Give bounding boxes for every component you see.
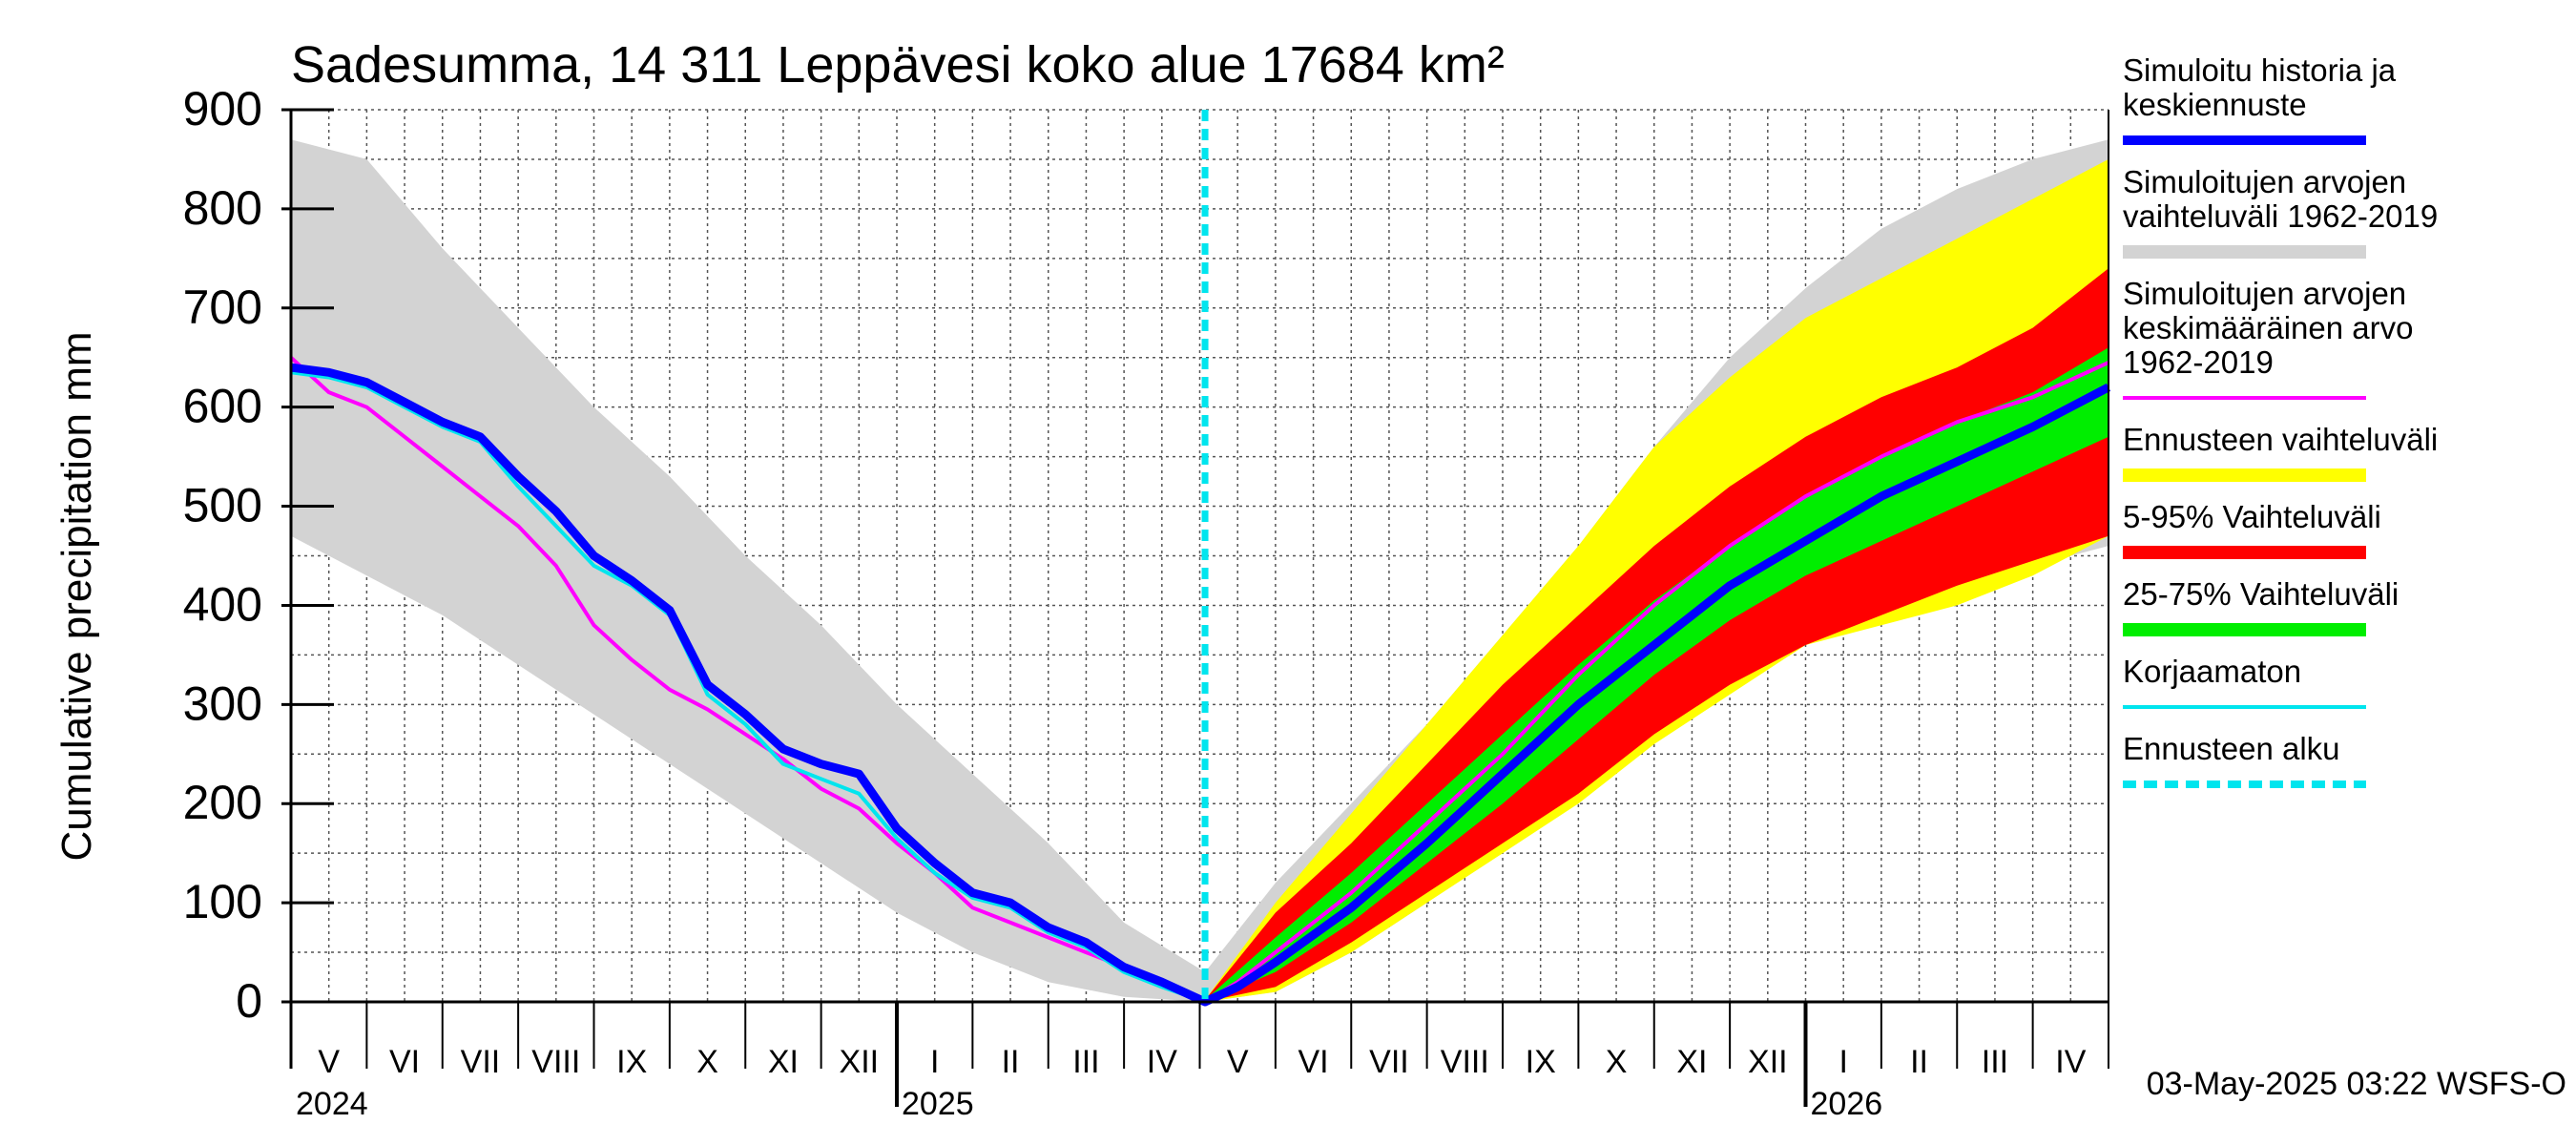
- month-label: IX: [1526, 1044, 1556, 1080]
- legend-label: Simuloitu historia ja: [2123, 52, 2397, 88]
- month-label: IV: [2055, 1044, 2086, 1080]
- month-label: XII: [840, 1044, 880, 1080]
- legend-label: Simuloitujen arvojen: [2123, 164, 2406, 199]
- month-label: VI: [1298, 1044, 1329, 1080]
- y-tick-label: 600: [183, 380, 262, 433]
- y-tick-label: 400: [183, 577, 262, 631]
- month-label: I: [1839, 1044, 1847, 1080]
- month-label: XII: [1748, 1044, 1788, 1080]
- legend-label: 25-75% Vaihteluväli: [2123, 576, 2399, 612]
- month-label: II: [1002, 1044, 1020, 1080]
- month-label: V: [1227, 1044, 1249, 1080]
- year-label: 2024: [296, 1086, 368, 1122]
- month-label: VII: [461, 1044, 501, 1080]
- y-tick-label: 0: [236, 974, 262, 1028]
- legend-label: Ennusteen alku: [2123, 731, 2340, 766]
- month-label: VIII: [531, 1044, 580, 1080]
- y-tick-label: 100: [183, 875, 262, 928]
- chart-title: Sadesumma, 14 311 Leppävesi koko alue 17…: [291, 36, 1505, 94]
- month-label: IV: [1147, 1044, 1177, 1080]
- legend-label: 5-95% Vaihteluväli: [2123, 499, 2381, 534]
- year-label: 2025: [902, 1086, 974, 1122]
- legend-label: Ennusteen vaihteluväli: [2123, 422, 2438, 457]
- line-korjaamaton: [290, 370, 1206, 1004]
- month-label: VI: [389, 1044, 420, 1080]
- y-tick-label: 800: [183, 181, 262, 235]
- y-tick-label: 500: [183, 479, 262, 532]
- legend-label: keskimääräinen arvo: [2123, 310, 2413, 345]
- legend-label: keskiennuste: [2123, 87, 2307, 122]
- month-label: VIII: [1441, 1044, 1489, 1080]
- month-label: X: [696, 1044, 718, 1080]
- band-simuloitujen-arvojen-vaihteluv-li-1962-2019: [291, 139, 2109, 1002]
- line-simuloitu-historia-ja-keskiennuste: [290, 363, 2111, 1007]
- legend-label: Simuloitujen arvojen: [2123, 276, 2406, 311]
- month-label: II: [1910, 1044, 1928, 1080]
- legend-label: 1962-2019: [2123, 344, 2274, 380]
- y-tick-label: 700: [183, 281, 262, 334]
- line-simuloitujen-arvojen-keskim-r-inen-arvo-1962-2019: [289, 356, 2109, 1004]
- month-label: IX: [616, 1044, 647, 1080]
- month-label: VII: [1369, 1044, 1409, 1080]
- year-label: 2026: [1811, 1086, 1883, 1122]
- month-label: III: [1072, 1044, 1099, 1080]
- timestamp: 03-May-2025 03:22 WSFS-O: [2147, 1066, 2566, 1102]
- y-tick-label: 300: [183, 677, 262, 730]
- month-label: X: [1606, 1044, 1628, 1080]
- legend-label: Korjaamaton: [2123, 654, 2301, 689]
- month-label: XI: [768, 1044, 799, 1080]
- y-tick-label: 900: [183, 82, 262, 135]
- month-label: III: [1982, 1044, 2008, 1080]
- month-label: I: [930, 1044, 939, 1080]
- y-axis-label: Cumulative precipitation mm: [53, 331, 100, 861]
- legend-label: vaihteluväli 1962-2019: [2123, 198, 2438, 234]
- month-label: V: [318, 1044, 340, 1080]
- y-tick-label: 200: [183, 776, 262, 829]
- month-label: XI: [1676, 1044, 1707, 1080]
